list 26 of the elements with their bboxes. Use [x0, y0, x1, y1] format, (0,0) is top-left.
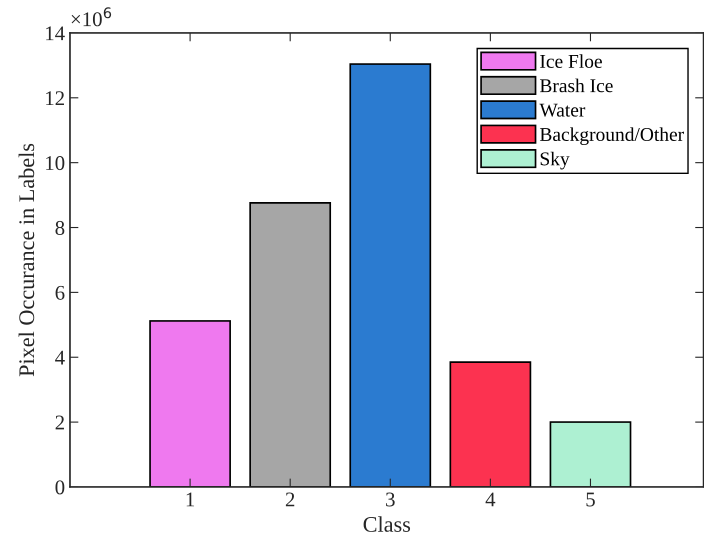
- bar: [450, 361, 532, 487]
- y-tick-label: 8: [55, 220, 64, 235]
- legend-label: Background/Other: [540, 127, 684, 146]
- y-tick-label: 6: [56, 286, 64, 300]
- bar: [349, 63, 432, 487]
- y-tick-label: 4: [55, 350, 65, 364]
- x-axis-title: Class: [364, 516, 410, 532]
- y-tick-label: 12: [46, 91, 64, 106]
- legend-label: Sky: [540, 152, 570, 170]
- y-tick-label: 10: [46, 156, 64, 170]
- legend-label: Water: [539, 104, 586, 117]
- y-tick-label: 2: [56, 416, 64, 430]
- x-tick-label: 4: [486, 492, 496, 506]
- legend-label: Ice Floe: [540, 54, 602, 68]
- text: ×10$^{6}$: [72, 7, 112, 26]
- y-tick-label: 0: [55, 480, 64, 494]
- x-tick-label: 5: [586, 492, 595, 506]
- y-tick-label: 14: [46, 26, 65, 40]
- x-tick-label: 1: [186, 492, 194, 506]
- x-tick-label: 3: [386, 492, 395, 506]
- y-axis-title: Pixel Occurance in Labels: [18, 144, 34, 376]
- x-tick-label: 2: [286, 492, 294, 506]
- bar: [149, 320, 231, 487]
- bar: [249, 202, 332, 487]
- legend-label: Brash Ice: [540, 78, 613, 92]
- bar: [550, 421, 632, 487]
